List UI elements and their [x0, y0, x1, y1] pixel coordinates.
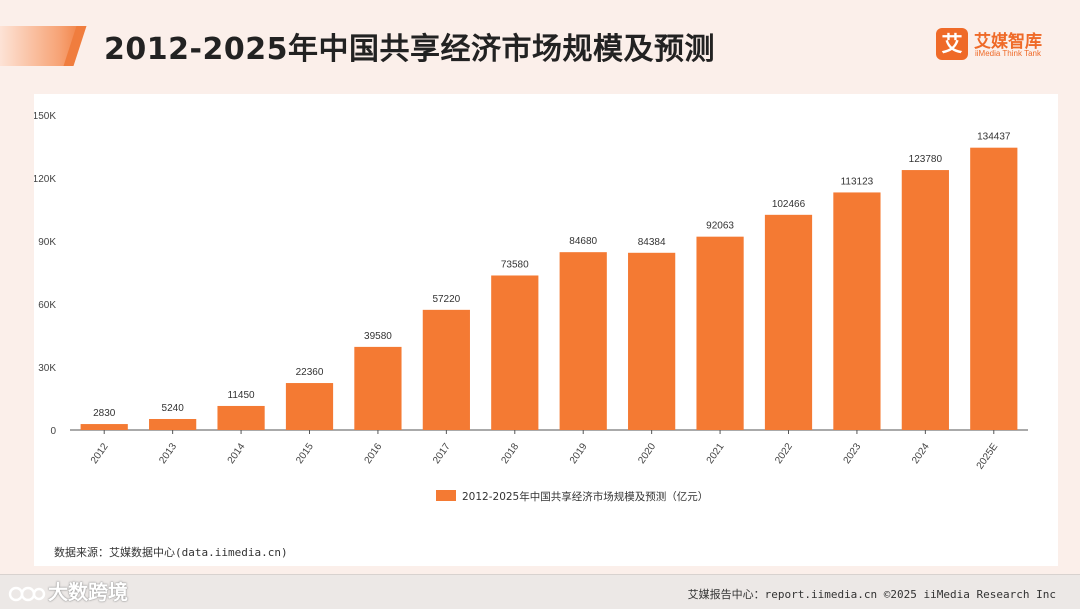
- footer-bar: [0, 574, 1080, 609]
- bar-2023: [833, 192, 881, 430]
- data-label-2025E: 134437: [977, 132, 1011, 143]
- bar-2018: [491, 275, 539, 430]
- watermark: 大数跨境: [8, 576, 128, 605]
- bar-2021: [696, 236, 744, 430]
- y-tick-label: 120K: [34, 174, 56, 185]
- bar-2013: [149, 418, 197, 430]
- bar-2022: [764, 214, 813, 430]
- footer-copyright: 艾媒报告中心：report.iimedia.cn ©2025 iiMedia R…: [687, 588, 1056, 601]
- data-label-2014: 11450: [228, 390, 256, 401]
- x-tick-label-2022: 2022: [773, 441, 795, 466]
- logo-subtitle: iiMedia Think Tank: [975, 49, 1041, 58]
- x-tick-label-2020: 2020: [636, 441, 658, 466]
- y-tick-label: 0: [50, 426, 56, 437]
- data-label-2021: 92063: [706, 221, 734, 232]
- bar-2014: [217, 405, 265, 430]
- data-label-2019: 84680: [569, 236, 597, 247]
- data-label-2018: 73580: [501, 259, 529, 270]
- bar-2016: [354, 346, 402, 430]
- data-label-2015: 22360: [296, 367, 324, 378]
- watermark-logo-icon: [8, 586, 46, 601]
- data-label-2022: 102466: [772, 199, 806, 210]
- watermark-text: 大数跨境: [48, 580, 128, 604]
- iimedia-logo: 艾 艾媒智库 iiMedia Think Tank: [936, 24, 1072, 68]
- data-source-note: 数据来源：艾媒数据中心(data.iimedia.cn): [54, 546, 288, 559]
- bar-2017: [422, 309, 470, 430]
- bar-2025E: [970, 147, 1018, 430]
- x-tick-label-2024: 2024: [910, 441, 932, 466]
- data-label-2017: 57220: [432, 294, 460, 305]
- x-tick-label-2015: 2015: [294, 441, 316, 466]
- legend-swatch: [436, 490, 456, 501]
- y-tick-label: 150K: [34, 111, 56, 122]
- x-tick-label-2012: 2012: [89, 441, 111, 466]
- data-label-2020: 84384: [638, 237, 666, 248]
- x-tick-label-2018: 2018: [499, 441, 521, 466]
- data-label-2023: 113123: [841, 176, 874, 187]
- bar-chart: 0 30K 60K 90K 120K 150K 2830 2012 5240 2013 11450 2…: [34, 111, 1028, 503]
- bar-2019: [559, 252, 607, 430]
- y-tick-label: 60K: [38, 300, 56, 311]
- logo-name: 艾媒智库: [974, 32, 1042, 52]
- x-tick-label-2021: 2021: [705, 441, 727, 466]
- data-label-2013: 5240: [162, 403, 185, 414]
- x-tick-label-2023: 2023: [842, 441, 864, 466]
- x-tick-label-2013: 2013: [157, 441, 179, 466]
- bar-2020: [628, 252, 676, 430]
- x-tick-label-2017: 2017: [431, 441, 453, 466]
- data-label-2012: 2830: [93, 408, 116, 419]
- y-tick-label: 30K: [38, 363, 56, 374]
- page-title: 2012-2025年中国共享经济市场规模及预测: [104, 32, 715, 67]
- chart-panel: 0 30K 60K 90K 120K 150K 2830 2012 5240 2013 11450 2…: [34, 94, 1058, 566]
- legend-label: 2012-2025年中国共享经济市场规模及预测（亿元）: [462, 490, 708, 503]
- data-label-2016: 39580: [364, 331, 392, 342]
- logo-mark-icon: 艾: [936, 28, 968, 60]
- x-tick-label-2014: 2014: [226, 441, 248, 466]
- bar-2012: [80, 424, 128, 430]
- x-tick-label-2025E: 2025E: [975, 441, 1001, 471]
- y-tick-label: 90K: [38, 237, 56, 248]
- bar-2024: [901, 170, 949, 430]
- data-label-2024: 123780: [909, 154, 943, 165]
- x-tick-label-2016: 2016: [363, 441, 385, 466]
- x-tick-label-2019: 2019: [568, 441, 590, 466]
- bar-2015: [285, 383, 334, 430]
